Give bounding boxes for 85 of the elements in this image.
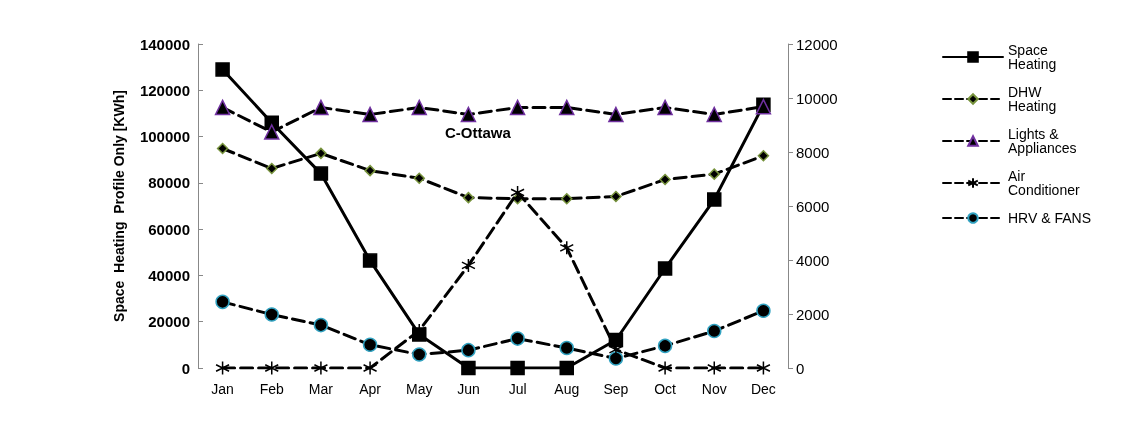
point — [559, 340, 574, 356]
point — [707, 323, 722, 339]
y2-tick-label: 12000 — [796, 35, 838, 53]
y-tick-label: 120000 — [139, 81, 190, 99]
point — [659, 173, 671, 186]
point — [756, 303, 771, 319]
point — [608, 351, 624, 366]
x-tick-label: Nov — [701, 381, 727, 397]
y2-tick-label: 0 — [796, 359, 805, 377]
point — [313, 166, 329, 181]
point — [411, 99, 427, 116]
point — [559, 360, 574, 376]
point — [608, 106, 624, 123]
x-tick-label: Oct — [654, 381, 677, 397]
y2-tick-label: 4000 — [796, 251, 830, 269]
point — [461, 342, 476, 358]
point — [510, 360, 525, 376]
point — [215, 62, 230, 77]
point — [412, 347, 427, 362]
x-tick-label: Dec — [750, 381, 776, 397]
point — [313, 360, 329, 376]
point — [707, 192, 722, 207]
point — [757, 150, 770, 162]
point — [362, 360, 378, 376]
point — [216, 142, 229, 155]
point — [561, 192, 573, 205]
point — [510, 331, 525, 346]
point — [657, 261, 673, 276]
point — [708, 168, 720, 180]
x-tick-label: Feb — [259, 381, 285, 397]
x-tick-label: Mar — [308, 381, 334, 397]
point — [215, 294, 230, 310]
y-tick-label: 140000 — [139, 35, 190, 53]
point — [362, 106, 378, 123]
legend-label: HRV & FANS — [1008, 210, 1092, 226]
x-tick-label: Jan — [211, 381, 234, 397]
y-tick-label: 60000 — [148, 220, 190, 238]
point — [364, 164, 376, 177]
point — [264, 360, 279, 376]
point — [413, 172, 425, 184]
x-tick-label: Sep — [603, 381, 629, 397]
point — [315, 147, 327, 160]
x-tick-label: Apr — [359, 381, 382, 397]
point — [706, 106, 722, 123]
y-tick-label: 100000 — [139, 128, 190, 146]
point — [362, 337, 378, 353]
point — [214, 99, 231, 116]
point — [657, 360, 673, 376]
legend-label: DHW Heating — [1008, 84, 1057, 114]
point — [461, 360, 476, 376]
legend-label: Air Conditioner — [1008, 168, 1080, 198]
legend-label: Space Heating — [1008, 42, 1057, 72]
point — [461, 258, 476, 273]
x-tick-label: Jul — [508, 381, 527, 397]
point — [460, 106, 477, 123]
text: C-Ottawa — [445, 124, 512, 141]
x-tick-label: Jun — [457, 381, 480, 397]
y-tick-label: 20000 — [148, 313, 190, 331]
point — [264, 307, 279, 322]
point — [215, 360, 230, 376]
y2-tick-label: 10000 — [796, 89, 838, 107]
y-tick-label: 80000 — [148, 174, 190, 192]
point — [362, 253, 378, 268]
point — [657, 99, 673, 116]
x-tick-label: Aug — [554, 381, 580, 397]
point — [610, 190, 622, 203]
point — [313, 317, 329, 333]
y-tick-label: 0 — [181, 359, 190, 377]
x-tick-label: May — [406, 381, 433, 397]
point — [559, 99, 575, 116]
y2-tick-label: 2000 — [796, 305, 830, 323]
point — [462, 191, 475, 204]
point — [657, 338, 673, 354]
point — [266, 162, 278, 175]
legend-label: Lights & Appliances — [1008, 126, 1077, 156]
point — [509, 99, 526, 116]
point — [707, 360, 722, 376]
point — [559, 240, 574, 256]
y2-tick-label: 8000 — [796, 143, 830, 161]
point — [264, 124, 280, 140]
y2-tick-label: 6000 — [796, 197, 830, 215]
point — [313, 99, 329, 116]
y-axis-title: Space Heating Profile Only [KWh] — [111, 90, 127, 322]
point — [756, 360, 771, 376]
y-tick-label: 40000 — [148, 266, 190, 284]
